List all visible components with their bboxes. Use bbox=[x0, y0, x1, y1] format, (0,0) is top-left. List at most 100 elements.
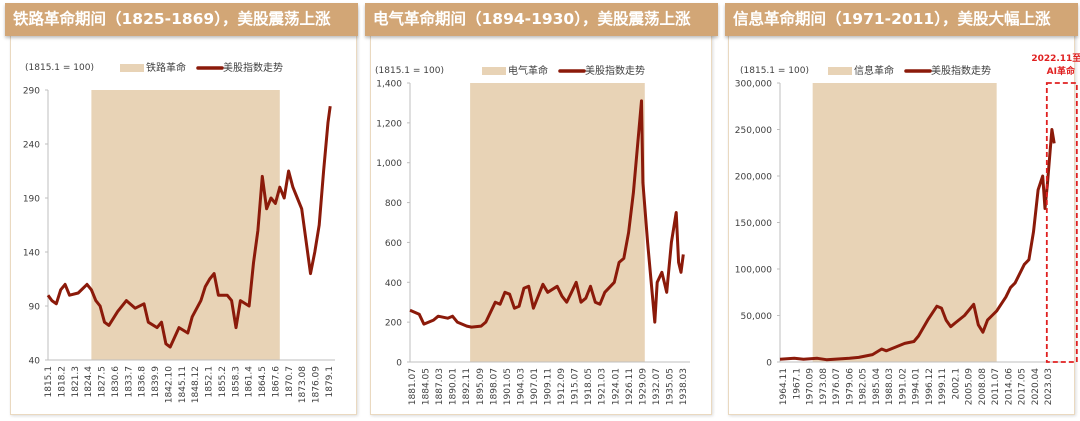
legend-shade-label: 铁路革命 bbox=[146, 61, 186, 74]
revolution-period-shade bbox=[91, 90, 280, 360]
y-tick-label: 1,200 bbox=[376, 119, 402, 129]
x-tick-label: 1924.01 bbox=[611, 368, 621, 405]
x-tick-label: 1855.2 bbox=[218, 366, 228, 398]
x-tick-label: 1842.10 bbox=[164, 366, 174, 403]
x-tick-label: 1979.06 bbox=[845, 368, 855, 405]
unit-note: (1815.1 = 100) bbox=[375, 66, 444, 76]
chart-title-railway: 铁路革命期间（1825-1869），美股震荡上涨 bbox=[5, 3, 358, 36]
x-tick-label: 1973.08 bbox=[819, 368, 829, 405]
x-tick-label: 1870.7 bbox=[285, 366, 295, 398]
x-tick-label: 2002.1 bbox=[951, 368, 961, 400]
x-tick-label: 1932.07 bbox=[652, 368, 662, 405]
y-tick-label: 300,000 bbox=[735, 80, 772, 90]
stock-index-line bbox=[779, 128, 1056, 362]
x-tick-label: 1818.2 bbox=[57, 366, 67, 398]
ai-annotation-line2: AI革命 bbox=[1047, 65, 1076, 77]
x-tick-label: 1964.11 bbox=[779, 368, 789, 405]
x-tick-label: 1898.07 bbox=[489, 368, 499, 405]
x-tick-label: 2017.05 bbox=[1018, 368, 1028, 405]
x-tick-label: 2020.04 bbox=[1031, 368, 1041, 405]
y-tick-label: 0 bbox=[766, 359, 772, 369]
x-tick-label: 1994.01 bbox=[912, 368, 922, 405]
x-tick-label: 1848.12 bbox=[191, 366, 201, 403]
x-tick-label: 1999.11 bbox=[938, 368, 948, 405]
y-tick-label: 1,000 bbox=[376, 159, 402, 169]
stock-index-line bbox=[409, 99, 685, 329]
x-tick-label: 1827.5 bbox=[98, 366, 108, 398]
y-tick-label: 40 bbox=[29, 357, 41, 367]
x-tick-label: 1852.1 bbox=[205, 366, 215, 398]
y-tick-label: 190 bbox=[23, 195, 40, 205]
x-tick-label: 1929.09 bbox=[638, 368, 648, 405]
ai-revolution-box bbox=[1045, 82, 1078, 363]
y-tick-label: 600 bbox=[385, 239, 402, 249]
chart-title-information: 信息革命期间（1971-2011），美股大幅上涨 bbox=[725, 3, 1078, 36]
y-tick-label: 140 bbox=[23, 249, 40, 259]
x-tick-label: 1833.7 bbox=[124, 366, 134, 398]
x-tick-label: 1879.1 bbox=[325, 366, 335, 398]
x-tick-label: 1895.09 bbox=[476, 368, 486, 405]
x-tick-label: 2014.06 bbox=[1004, 368, 1014, 405]
x-tick-label: 1901.05 bbox=[503, 368, 513, 405]
y-tick-label: 250,000 bbox=[735, 126, 772, 136]
legend-line-label: 美股指数走势 bbox=[585, 64, 645, 77]
x-tick-label: 1982.05 bbox=[859, 368, 869, 405]
x-tick-label: 1836.8 bbox=[138, 366, 148, 398]
revolution-period-shade bbox=[812, 83, 997, 362]
x-tick-label: 1876.09 bbox=[312, 366, 322, 403]
x-tick-label: 2011.07 bbox=[991, 368, 1001, 405]
x-tick-label: 1830.6 bbox=[111, 366, 121, 398]
x-tick-label: 1926.11 bbox=[625, 368, 635, 405]
unit-note: (1815.1 = 100) bbox=[740, 66, 809, 76]
x-tick-label: 1938.03 bbox=[679, 368, 689, 405]
y-tick-label: 150,000 bbox=[735, 219, 772, 229]
x-tick-label: 1864.5 bbox=[258, 366, 268, 398]
x-tick-label: 1867.6 bbox=[271, 366, 281, 398]
x-tick-label: 1892.11 bbox=[462, 368, 472, 405]
x-tick-label: 1996.12 bbox=[925, 368, 935, 405]
y-tick-label: 200 bbox=[385, 319, 402, 329]
x-tick-label: 1921.03 bbox=[598, 368, 608, 405]
x-tick-label: 1887.03 bbox=[435, 368, 445, 405]
y-tick-label: 100,000 bbox=[735, 266, 772, 276]
x-tick-label: 1909.11 bbox=[544, 368, 554, 405]
y-tick-label: 290 bbox=[23, 87, 40, 97]
legend-shade-label: 电气革命 bbox=[508, 64, 548, 77]
x-tick-label: 1988.03 bbox=[885, 368, 895, 405]
x-tick-label: 1824.4 bbox=[84, 366, 94, 398]
x-tick-label: 2023.03 bbox=[1044, 368, 1054, 405]
revolution-period-shade bbox=[470, 83, 645, 362]
x-tick-label: 1918.05 bbox=[584, 368, 594, 405]
x-tick-label: 2005.09 bbox=[965, 368, 975, 405]
x-tick-label: 1845.11 bbox=[178, 366, 188, 403]
legend-line-label: 美股指数走势 bbox=[931, 64, 991, 77]
x-tick-label: 1915.07 bbox=[571, 368, 581, 405]
x-tick-label: 1912.09 bbox=[557, 368, 567, 405]
y-tick-label: 800 bbox=[385, 199, 402, 209]
ai-annotation-line1: 2022.11至今 bbox=[1031, 52, 1080, 64]
x-tick-label: 2008.08 bbox=[978, 368, 988, 405]
x-tick-label: 1991.02 bbox=[898, 368, 908, 405]
y-tick-label: 0 bbox=[396, 359, 402, 369]
x-tick-label: 1839.9 bbox=[151, 366, 161, 398]
x-tick-label: 1985.04 bbox=[872, 368, 882, 405]
y-tick-label: 50,000 bbox=[741, 312, 773, 322]
x-tick-label: 1976.07 bbox=[832, 368, 842, 405]
legend-shade-swatch bbox=[120, 64, 144, 72]
legend-shade-label: 信息革命 bbox=[854, 64, 894, 77]
unit-note: (1815.1 = 100) bbox=[25, 63, 94, 73]
x-tick-label: 1907.01 bbox=[530, 368, 540, 405]
x-tick-label: 1881.07 bbox=[408, 368, 418, 405]
y-tick-label: 200,000 bbox=[735, 173, 772, 183]
x-tick-label: 1821.3 bbox=[71, 366, 81, 398]
y-tick-label: 240 bbox=[23, 141, 40, 151]
chart-title-electric: 电气革命期间（1894-1930），美股震荡上涨 bbox=[365, 3, 718, 36]
x-tick-label: 1858.3 bbox=[231, 366, 241, 398]
x-tick-label: 1890.01 bbox=[449, 368, 459, 405]
x-tick-label: 1861.4 bbox=[245, 366, 255, 398]
y-tick-label: 90 bbox=[29, 303, 41, 313]
y-tick-label: 1,400 bbox=[376, 80, 402, 90]
legend-shade-swatch bbox=[482, 67, 506, 75]
y-tick-label: 400 bbox=[385, 279, 402, 289]
x-tick-label: 1815.1 bbox=[44, 366, 54, 398]
